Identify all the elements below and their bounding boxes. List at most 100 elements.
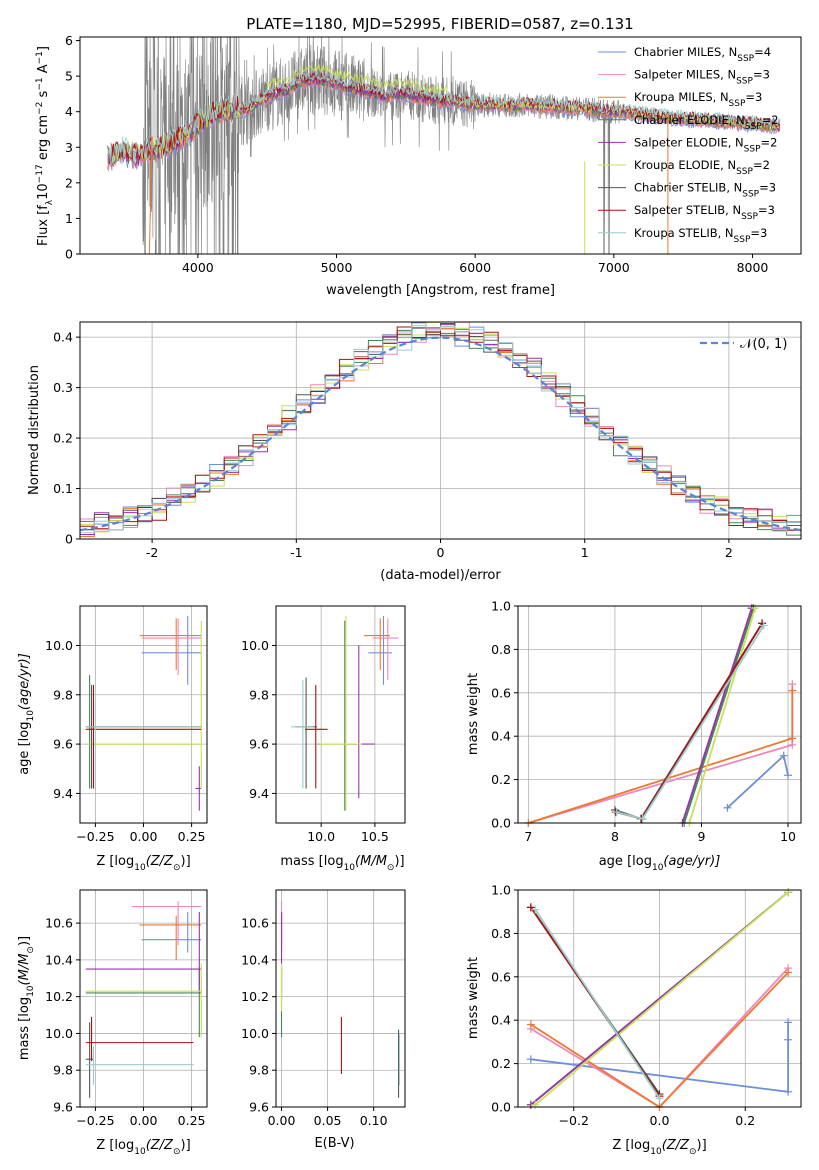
label-part: =2 <box>762 113 779 127</box>
label-part: Kroupa MILES, N <box>634 90 729 104</box>
model-edge-line <box>148 136 153 254</box>
label-part: 10 <box>344 863 356 873</box>
axes-frame <box>275 889 406 1108</box>
label-part: SSP <box>741 212 758 222</box>
x-axis-label: Z [log10(Z/Z⊙)] <box>96 854 190 873</box>
axes-frame <box>79 36 802 255</box>
label-part: ⊙ <box>689 1147 697 1157</box>
label-part: (Z/Z <box>662 1138 690 1153</box>
age-vs-mass-panel-plot-area <box>291 615 399 811</box>
y-tick-label: 9.6 <box>249 1100 269 1115</box>
legend-entry: Salpeter STELIB, NSSP=3 <box>634 203 775 222</box>
legend-entry: Salpeter MILES, NSSP=3 <box>634 68 770 87</box>
x-tick-label: −0.25 <box>76 1113 114 1128</box>
massweight-vs-z-panel: −0.2 0.0 0.2 0.0 0.2 0.4 0.6 0.8 1.0 Z [log10(Z/Z… <box>466 883 802 1157</box>
label-part: 10 <box>36 183 51 200</box>
x-axis-label: Z [log10(Z/Z⊙)] <box>612 1138 706 1157</box>
label-part: Kroupa STELIB, N <box>634 226 734 240</box>
y-tick-label: 4 <box>65 104 73 119</box>
x-tick-label: 2 <box>725 545 733 560</box>
label-part: λ <box>45 199 55 205</box>
x-tick-label: 6000 <box>459 260 491 275</box>
y-tick-label: 0.4 <box>491 729 511 744</box>
spectrum-plot-area <box>107 37 781 254</box>
label-part: A <box>36 64 51 77</box>
label-part: =3 <box>750 226 767 240</box>
y-tick-label: 9.8 <box>249 1063 269 1078</box>
label-part: SSP <box>729 99 746 109</box>
x-axis-label: E(B-V) <box>314 1136 354 1151</box>
y-tick-label: 0.2 <box>53 431 73 446</box>
y-tick-label: 9.8 <box>249 687 269 702</box>
y-axis-label: mass [log10(M/M⊙)] <box>17 936 36 1060</box>
x-axis-label: (data-model)/error <box>380 568 501 583</box>
label-part: (Z/Z <box>146 1138 174 1153</box>
legend-entry: Chabrier ELODIE, NSSP=2 <box>634 113 779 132</box>
x-tick-label: -2 <box>146 545 158 560</box>
y-tick-label: 10.2 <box>45 989 73 1004</box>
axes-frame <box>517 889 802 1108</box>
y-tick-label: 6 <box>65 33 73 48</box>
x-tick-label: −0.25 <box>76 829 114 844</box>
label-part: Z [log <box>96 854 134 869</box>
label-part: 10 <box>134 863 146 873</box>
label-part: =3 <box>759 181 776 195</box>
label-part: )] <box>17 936 32 946</box>
x-tick-label: 10 <box>780 829 796 844</box>
label-part: )] <box>697 1138 707 1153</box>
age-vs-mass-panel: 10.0 10.5 9.4 9.6 9.8 10.0 mass [log10(M/M⊙)] <box>241 605 406 873</box>
x-tick-label: 10.0 <box>307 829 335 844</box>
legend-entry: Kroupa MILES, NSSP=3 <box>634 90 762 109</box>
x-tick-label: 8 <box>611 829 619 844</box>
label-part: =2 <box>761 135 778 149</box>
label-part: Flux [f <box>36 205 51 246</box>
y-axis-label: age [log10(age/yr)] <box>17 653 36 775</box>
y-tick-label: 10.0 <box>45 638 73 653</box>
y-tick-label: 2 <box>65 175 73 190</box>
label-part: =3 <box>758 203 775 217</box>
y-tick-label: 0.6 <box>491 969 511 984</box>
label-part: SSP <box>736 77 753 87</box>
spectrum-panel: 4000 5000 6000 7000 8000 0 1 2 3 4 5 6 wavelength [A… <box>35 33 802 298</box>
label-part: SSP <box>734 235 751 245</box>
x-tick-label: 0.00 <box>130 829 158 844</box>
label-part: Salpeter ELODIE, N <box>634 135 744 149</box>
x-tick-label: 0.25 <box>178 1113 206 1128</box>
series-line-chabrier_miles <box>530 1022 789 1093</box>
y-tick-label: 10.0 <box>45 1026 73 1041</box>
legend-entry: 𝒩(0, 1) <box>740 337 787 352</box>
y-tick-label: 0 <box>65 247 73 262</box>
label-part: s <box>36 90 51 101</box>
label-part: )] <box>181 854 191 869</box>
label-part: Kroupa ELODIE, N <box>634 158 736 172</box>
legend-entry: Salpeter ELODIE, NSSP=2 <box>634 135 777 154</box>
label-part: Chabrier MILES, N <box>634 45 737 59</box>
label-part: mass [log <box>280 854 343 869</box>
x-tick-label: 4000 <box>182 260 214 275</box>
normal-curve <box>80 336 801 532</box>
y-tick-label: 9.8 <box>53 1063 73 1078</box>
label-part: =3 <box>753 68 770 82</box>
x-tick-label: −0.2 <box>559 1113 589 1128</box>
mass-vs-z-panel: −0.25 0.00 0.25 9.6 9.8 10.0 10.2 10.4 10.6 Z [lo… <box>17 889 208 1157</box>
x-axis-label: age [log10(age/yr)] <box>599 854 721 873</box>
legend-entry: Chabrier MILES, NSSP=4 <box>634 45 771 64</box>
label-part: Chabrier ELODIE, N <box>634 113 745 127</box>
label-part: SSP <box>744 144 761 154</box>
x-tick-label: -1 <box>290 545 302 560</box>
x-tick-label: 7000 <box>598 260 630 275</box>
label-part: Z [log <box>612 1138 650 1153</box>
y-tick-label: 1.0 <box>491 599 511 614</box>
label-part: SSP <box>737 54 754 64</box>
label-part: ⊙ <box>173 863 181 873</box>
label-part: Salpeter MILES, N <box>634 68 736 82</box>
label-part: erg cm <box>36 115 51 164</box>
x-axis-label: mass [log10(M/M⊙)] <box>280 854 404 873</box>
y-tick-label: 0.4 <box>491 1013 511 1028</box>
y-tick-label: 5 <box>65 69 73 84</box>
y-tick-label: 0.6 <box>491 685 511 700</box>
y-tick-label: 9.6 <box>53 737 73 752</box>
legend-entry: Chabrier STELIB, NSSP=3 <box>634 181 776 200</box>
histogram-kroupa_stelib <box>80 325 801 534</box>
